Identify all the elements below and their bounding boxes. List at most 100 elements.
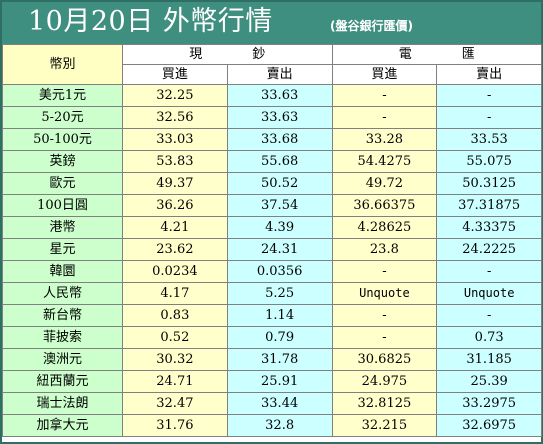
cash-buy-cell: 30.32	[122, 348, 228, 371]
currency-name: 瑞士法朗	[2, 392, 123, 415]
cash-sell-cell: 25.91	[226, 370, 333, 393]
wire-sell-cell: 33.53	[436, 128, 543, 151]
table-row: 新台幣 0.83 1.14- -	[2, 304, 543, 327]
wire-sell-cell: 31.185	[436, 348, 543, 371]
cash-buy-cell: 32.25	[122, 84, 228, 107]
page-title: 10月20日 外幣行情	[28, 6, 273, 37]
cash-buy-cell: 0.52	[122, 326, 228, 349]
wire-buy-cell: 4.28625	[331, 216, 438, 239]
currency-name: 星元	[2, 238, 123, 261]
wire-sell-cell: 33.2975	[436, 392, 543, 415]
wire-buy-cell: 33.28	[331, 128, 438, 151]
cash-buy-cell: 49.37	[122, 172, 228, 195]
wire-buy-cell: 32.8125	[331, 392, 438, 415]
cash-buy-cell: 32.47	[122, 392, 228, 415]
cash-sell-cell: 33.63	[226, 106, 333, 129]
cash-sell-cell: 33.63	[226, 84, 333, 107]
wire-buy-cell: 32.215	[331, 414, 438, 437]
wire-buy-cell: 54.4275	[331, 150, 438, 173]
currency-name: 50-100元	[2, 128, 123, 151]
wire-sell-cell: -	[436, 260, 543, 283]
cash-buy-cell: 0.83	[122, 304, 228, 327]
cash-buy-cell: 36.26	[122, 194, 228, 217]
currency-name: 英鎊	[2, 150, 123, 173]
currency-name: 5-20元	[2, 106, 123, 129]
cash-buy-cell: 31.76	[122, 414, 228, 437]
cash-sell-cell: 0.79	[226, 326, 333, 349]
cash-sell-cell: 32.8	[226, 414, 333, 437]
currency-name: 新台幣	[2, 304, 123, 327]
currency-name: 100日圓	[2, 194, 123, 217]
cash-sell-cell: 33.44	[226, 392, 333, 415]
wire-buy-cell: 23.8	[331, 238, 438, 261]
wire-sell-cell: 24.2225	[436, 238, 543, 261]
cash-sell-cell: 5.25	[226, 282, 333, 305]
wire-buy-header: 買進	[331, 64, 438, 85]
bank-source-label: (盤谷銀行匯價)	[330, 19, 413, 33]
cash-sell-cell: 31.78	[226, 348, 333, 371]
currency-name: 菲披索	[2, 326, 123, 349]
table-row: 港幣 4.21 4.39 4.28625 4.33375	[2, 216, 543, 239]
wire-sell-cell: 32.6975	[436, 414, 543, 437]
rate-rows: 美元1元 32.25 33.63- -5-20元 32.56 33.63- -50-100元…	[2, 84, 543, 437]
currency-name: 人民幣	[2, 282, 123, 305]
wire-sell-cell: 55.075	[436, 150, 543, 173]
table-row: 100日圓 36.26 37.54 36.66375 37.31875	[2, 194, 543, 217]
wire-sell-cell: 4.33375	[436, 216, 543, 239]
cash-sell-cell: 33.68	[226, 128, 333, 151]
table-row: 50-100元 33.03 33.68 33.28 33.53	[2, 128, 543, 151]
cash-buy-cell: 33.03	[122, 128, 228, 151]
cash-buy-cell: 0.0234	[122, 260, 228, 283]
wire-buy-cell: 24.975	[331, 370, 438, 393]
wire-sell-cell: 50.3125	[436, 172, 543, 195]
cash-buy-cell: 32.56	[122, 106, 228, 129]
table-row: 人民幣 4.17 5.25 Unquote Unquote	[2, 282, 543, 305]
cash-buy-header: 買進	[122, 64, 228, 85]
cash-group-header: 現鈔	[122, 44, 333, 65]
cash-sell-cell: 37.54	[226, 194, 333, 217]
table-row: 澳洲元 30.32 31.78 30.6825 31.185	[2, 348, 543, 371]
table-row: 加拿大元 31.76 32.8 32.215 32.6975	[2, 414, 543, 437]
table-row: 英鎊 53.83 55.68 54.4275 55.075	[2, 150, 543, 173]
wire-buy-cell: -	[331, 304, 438, 327]
cash-sell-cell: 55.68	[226, 150, 333, 173]
currency-name: 澳洲元	[2, 348, 123, 371]
cash-buy-cell: 53.83	[122, 150, 228, 173]
wire-buy-cell: 30.6825	[331, 348, 438, 371]
wire-buy-cell: -	[331, 106, 438, 129]
table-row: 美元1元 32.25 33.63- -	[2, 84, 543, 107]
table-row: 紐西蘭元 24.71 25.91 24.975 25.39	[2, 370, 543, 393]
cash-buy-cell: 4.17	[122, 282, 228, 305]
wire-sell-cell: -	[436, 304, 543, 327]
cash-sell-cell: 4.39	[226, 216, 333, 239]
wire-sell-cell: -	[436, 84, 543, 107]
wire-sell-cell: -	[436, 106, 543, 129]
wire-sell-header: 賣出	[436, 64, 543, 85]
cash-sell-header: 賣出	[226, 64, 333, 85]
table-row: 瑞士法朗 32.47 33.44 32.8125 33.2975	[2, 392, 543, 415]
cash-buy-cell: 23.62	[122, 238, 228, 261]
cash-buy-cell: 24.71	[122, 370, 228, 393]
wire-buy-cell: 49.72	[331, 172, 438, 195]
cash-sell-cell: 50.52	[226, 172, 333, 195]
cash-sell-cell: 1.14	[226, 304, 333, 327]
cash-sell-cell: 24.31	[226, 238, 333, 261]
rates-table: 幣別 現鈔 電匯 買進 賣出 買進 賣出 美元1元 32.25 33.63- -5-2…	[2, 44, 543, 437]
table-row: 星元 23.62 24.31 23.8 24.2225	[2, 238, 543, 261]
table-row: 菲披索 0.52 0.79-0.73	[2, 326, 543, 349]
wire-sell-cell: 37.31875	[436, 194, 543, 217]
header-row-sides: 買進 賣出 買進 賣出	[3, 64, 543, 85]
wire-group-header: 電匯	[331, 44, 543, 65]
currency-name: 歐元	[2, 172, 123, 195]
currency-name: 加拿大元	[2, 414, 123, 437]
header-row-groups: 幣別 現鈔 電匯	[2, 44, 543, 85]
table-row: 5-20元 32.56 33.63- -	[2, 106, 543, 129]
wire-buy-cell: Unquote	[331, 282, 438, 305]
currency-name: 港幣	[2, 216, 123, 239]
wire-sell-cell: 0.73	[436, 326, 543, 349]
cash-buy-cell: 4.21	[122, 216, 228, 239]
wire-buy-cell: -	[331, 260, 438, 283]
wire-buy-cell: -	[331, 326, 438, 349]
currency-name: 韓圜	[2, 260, 123, 283]
